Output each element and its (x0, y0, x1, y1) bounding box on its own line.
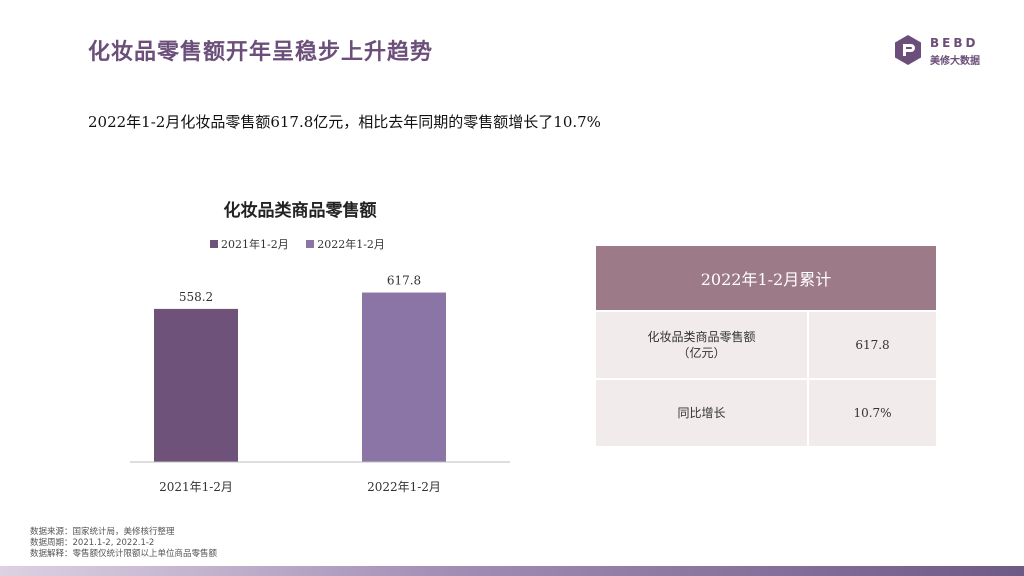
legend-label-2021: 2021年1-2月 (221, 238, 289, 251)
row-label-line1: 化妆品类商品零售额 (647, 330, 756, 344)
bar-chart: 558.2 2021年1-2月 617.8 2022年1-2月 (130, 274, 510, 494)
footnote-note: 数据解释：零售额仅统计限额以上单位商品零售额 (30, 549, 218, 559)
table-row: 化妆品类商品零售额 （亿元） 617.8 (596, 312, 936, 378)
legend-swatch-2022 (306, 240, 315, 248)
bar-1 (362, 292, 446, 462)
summary-table: 2022年1-2月累计 化妆品类商品零售额 （亿元） 617.8 同比增长 10… (596, 246, 936, 446)
x-tick-label-1: 2022年1-2月 (367, 480, 441, 494)
bar-value-label-0: 558.2 (179, 290, 213, 304)
page-title: 化妆品零售额开年呈稳步上升趋势 (88, 40, 434, 65)
table-cell-label: 化妆品类商品零售额 （亿元） (596, 312, 807, 378)
logo-text: BEBD (930, 36, 979, 50)
table-row: 同比增长 10.7% (596, 380, 936, 446)
x-tick-label-0: 2021年1-2月 (159, 480, 233, 494)
table-cell-label: 同比增长 (596, 380, 807, 446)
bar-0 (154, 308, 238, 462)
brand-logo: BEBD 美修大数据 (892, 34, 1002, 70)
footnote-period: 数据周期：2021.1-2, 2022.1-2 (30, 538, 155, 548)
row-label-line2: （亿元） (677, 346, 726, 360)
summary-text: 2022年1-2月化妆品零售额617.8亿元，相比去年同期的零售额增长了10.7… (88, 113, 601, 131)
legend-label-2022: 2022年1-2月 (317, 238, 385, 251)
legend-swatch-2021 (210, 240, 218, 248)
table-header: 2022年1-2月累计 (596, 246, 936, 310)
chart-legend: 2021年1-2月 2022年1-2月 (210, 236, 399, 252)
table-cell-value: 10.7% (809, 380, 936, 446)
legend-item-2022: 2022年1-2月 (306, 236, 385, 252)
footnote-source: 数据来源：国家统计局，美修核行整理 (30, 527, 175, 537)
bar-value-label-1: 617.8 (387, 274, 421, 288)
row-label-line1: 同比增长 (677, 406, 726, 420)
table-cell-value: 617.8 (809, 312, 936, 378)
footnotes: 数据来源：国家统计局，美修核行整理 数据周期：2021.1-2, 2022.1-… (30, 527, 217, 560)
logo-subtitle: 美修大数据 (930, 56, 980, 67)
bottom-decor-bar (0, 566, 1024, 576)
bebd-logo-icon (895, 35, 921, 65)
chart-title: 化妆品类商品零售额 (223, 201, 377, 221)
legend-item-2021: 2021年1-2月 (210, 236, 289, 252)
